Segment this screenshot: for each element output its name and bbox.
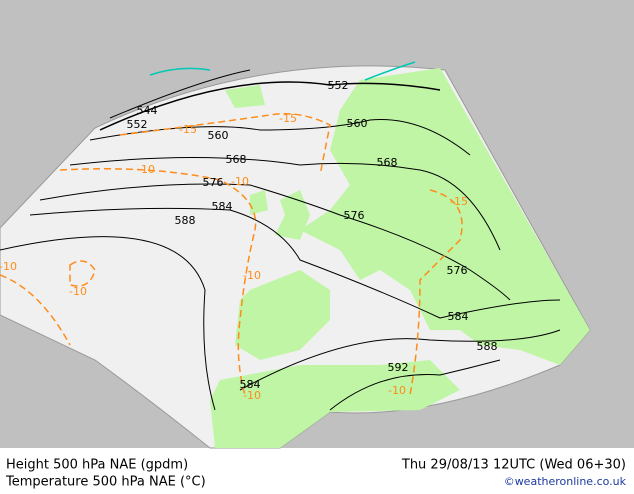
- height-label: 592: [388, 361, 409, 374]
- credit: ©weatheronline.co.uk: [504, 475, 627, 488]
- temperature-label: -10: [137, 163, 155, 176]
- footer-title: Height 500 hPa NAE (gpdm): [6, 458, 188, 473]
- temperature-label: -10: [243, 269, 261, 282]
- land: [210, 68, 590, 448]
- height-label: 544: [137, 104, 158, 117]
- height-label: 568: [377, 156, 398, 169]
- height-label: 588: [175, 214, 196, 227]
- height-label: 588: [477, 340, 498, 353]
- height-label: 576: [447, 264, 468, 277]
- footer-datetime: Thu 29/08/13 12UTC (Wed 06+30): [401, 458, 626, 473]
- height-label: 560: [347, 117, 368, 130]
- height-label: 552: [127, 118, 148, 131]
- temperature-label: -10: [388, 384, 406, 397]
- footer-subtitle: Temperature 500 hPa NAE (°C): [5, 475, 206, 490]
- cold-contour: [149, 67, 211, 76]
- height-label: 560: [208, 129, 229, 142]
- temperature-label: -10: [0, 260, 17, 273]
- temperature-label: -15: [179, 123, 197, 136]
- temperature-label: -15: [450, 195, 468, 208]
- height-label: 584: [212, 200, 233, 213]
- temperature-label: -10: [69, 285, 87, 298]
- temperature-label: -15: [279, 112, 297, 125]
- height-label: 584: [448, 310, 469, 323]
- height-contours: [0, 69, 561, 411]
- height-label: 576: [203, 176, 224, 189]
- temperature-contours: [0, 113, 463, 396]
- height-label: 568: [226, 153, 247, 166]
- height-label: 584: [240, 378, 261, 391]
- cold-contour: [364, 61, 416, 81]
- temperature-label: -10: [231, 175, 249, 188]
- footer-bg: [0, 448, 634, 490]
- height-label: 552: [328, 79, 349, 92]
- height-label: 576: [344, 209, 365, 222]
- temperature-label: -10: [243, 389, 261, 402]
